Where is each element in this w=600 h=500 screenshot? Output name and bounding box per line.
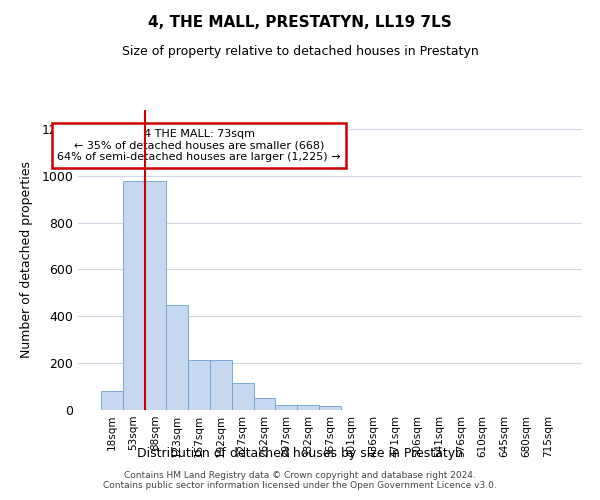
Text: Distribution of detached houses by size in Prestatyn: Distribution of detached houses by size … [137, 448, 463, 460]
Y-axis label: Number of detached properties: Number of detached properties [20, 162, 33, 358]
Text: 4, THE MALL, PRESTATYN, LL19 7LS: 4, THE MALL, PRESTATYN, LL19 7LS [148, 15, 452, 30]
Bar [210, 360, 232, 410]
Bar [145, 182, 166, 410]
Bar [232, 383, 254, 410]
Bar [101, 391, 123, 410]
Bar [275, 406, 297, 410]
Bar [123, 182, 145, 410]
Text: Contains HM Land Registry data © Crown copyright and database right 2024.
Contai: Contains HM Land Registry data © Crown c… [103, 470, 497, 490]
Text: 4 THE MALL: 73sqm
← 35% of detached houses are smaller (668)
64% of semi-detache: 4 THE MALL: 73sqm ← 35% of detached hous… [58, 128, 341, 162]
Bar [297, 406, 319, 410]
Bar [188, 360, 210, 410]
Bar [254, 398, 275, 410]
Text: Size of property relative to detached houses in Prestatyn: Size of property relative to detached ho… [122, 45, 478, 58]
Bar [166, 304, 188, 410]
Bar [319, 406, 341, 410]
